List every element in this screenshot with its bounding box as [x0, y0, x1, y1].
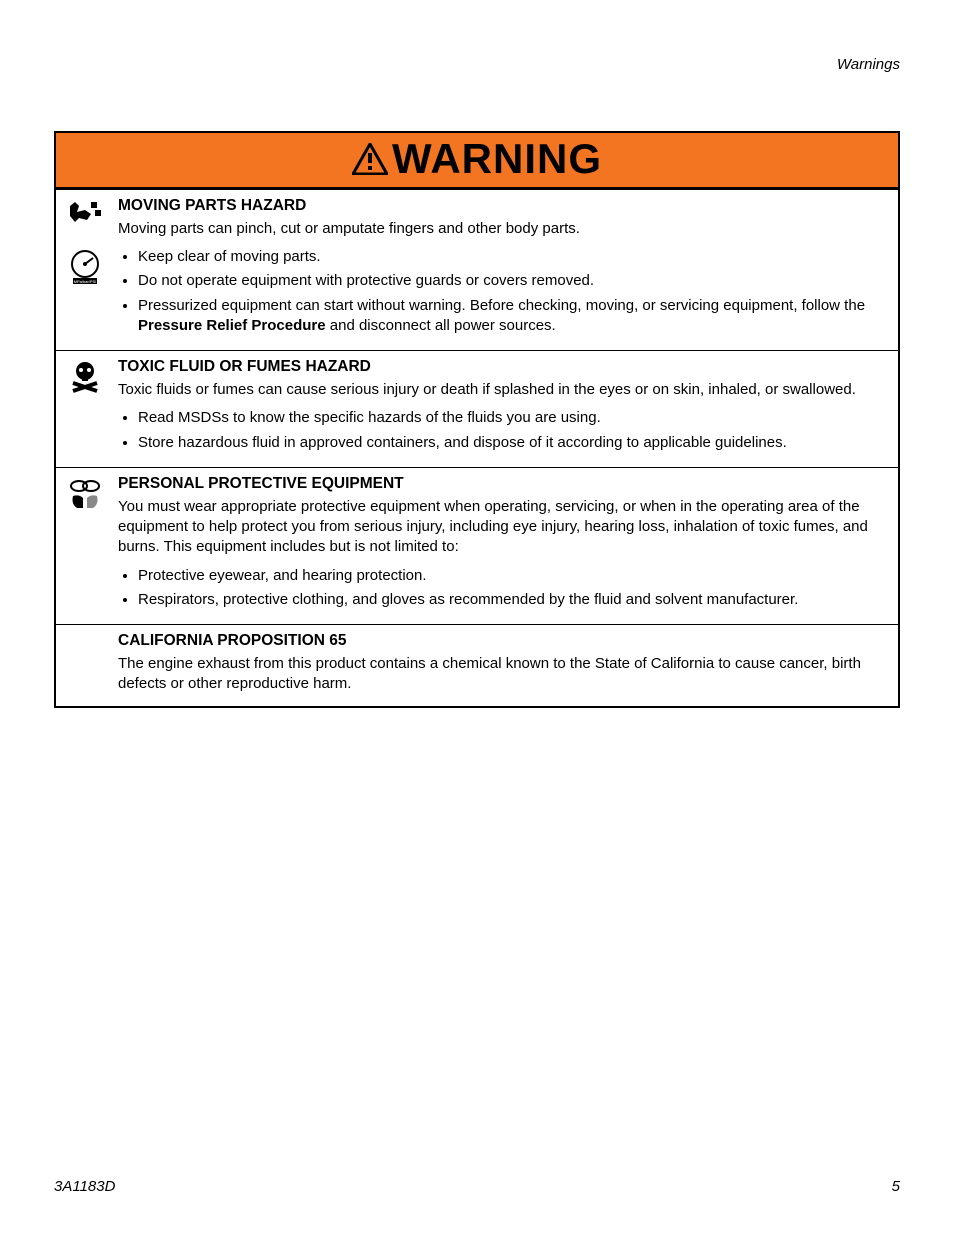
- text-fragment: and disconnect all power sources.: [326, 317, 556, 334]
- section-header: Warnings: [54, 56, 900, 73]
- warning-table: WARNING: [54, 131, 900, 708]
- hazard-description: You must wear appropriate protective equ…: [118, 497, 888, 558]
- hazard-row-moving-parts: MPa/bar/PSI MOVING PARTS HAZARD Moving p…: [56, 189, 898, 350]
- ppe-gloves-goggles-icon: [65, 474, 105, 514]
- list-item: Keep clear of moving parts.: [138, 247, 888, 267]
- warning-triangle-icon: [352, 143, 388, 175]
- list-item: Respirators, protective clothing, and gl…: [138, 590, 888, 610]
- svg-text:MPa/bar/PSI: MPa/bar/PSI: [74, 279, 97, 284]
- warning-title: WARNING: [392, 135, 602, 183]
- list-item: Pressurized equipment can start without …: [138, 296, 888, 337]
- list-item: Do not operate equipment with protective…: [138, 271, 888, 291]
- hazard-bullet-list: Keep clear of moving parts. Do not opera…: [124, 247, 888, 336]
- text-fragment: Pressurized equipment can start without …: [138, 297, 865, 314]
- hazard-description: Toxic fluids or fumes can cause serious …: [118, 380, 888, 400]
- page-footer: 3A1183D 5: [54, 1178, 900, 1195]
- page-number: 5: [892, 1178, 900, 1195]
- document-page: Warnings WARNING: [0, 0, 954, 1235]
- hazard-row-prop65: CALIFORNIA PROPOSITION 65 The engine exh…: [56, 624, 898, 706]
- hazard-description: Moving parts can pinch, cut or amputate …: [118, 219, 888, 239]
- hazard-bullet-list: Read MSDSs to know the specific hazards …: [124, 408, 888, 453]
- list-item: Read MSDSs to know the specific hazards …: [138, 408, 888, 428]
- text-bold: Pressure Relief Procedure: [138, 317, 326, 334]
- hazard-row-ppe: PERSONAL PROTECTIVE EQUIPMENT You must w…: [56, 467, 898, 624]
- toxic-skull-icon: [65, 357, 105, 397]
- pressure-gauge-icon: MPa/bar/PSI: [65, 246, 105, 286]
- list-item: Protective eyewear, and hearing protecti…: [138, 566, 888, 586]
- pinch-hand-icon: [65, 196, 105, 236]
- hazard-row-toxic: TOXIC FLUID OR FUMES HAZARD Toxic fluids…: [56, 350, 898, 467]
- warning-banner: WARNING: [56, 133, 898, 189]
- hazard-title: CALIFORNIA PROPOSITION 65: [118, 631, 888, 652]
- hazard-title: TOXIC FLUID OR FUMES HAZARD: [118, 357, 888, 378]
- hazard-bullet-list: Protective eyewear, and hearing protecti…: [124, 566, 888, 611]
- list-item: Store hazardous fluid in approved contai…: [138, 433, 888, 453]
- hazard-title: MOVING PARTS HAZARD: [118, 196, 888, 217]
- hazard-title: PERSONAL PROTECTIVE EQUIPMENT: [118, 474, 888, 495]
- hazard-description: The engine exhaust from this product con…: [118, 654, 888, 695]
- doc-id: 3A1183D: [54, 1178, 115, 1195]
